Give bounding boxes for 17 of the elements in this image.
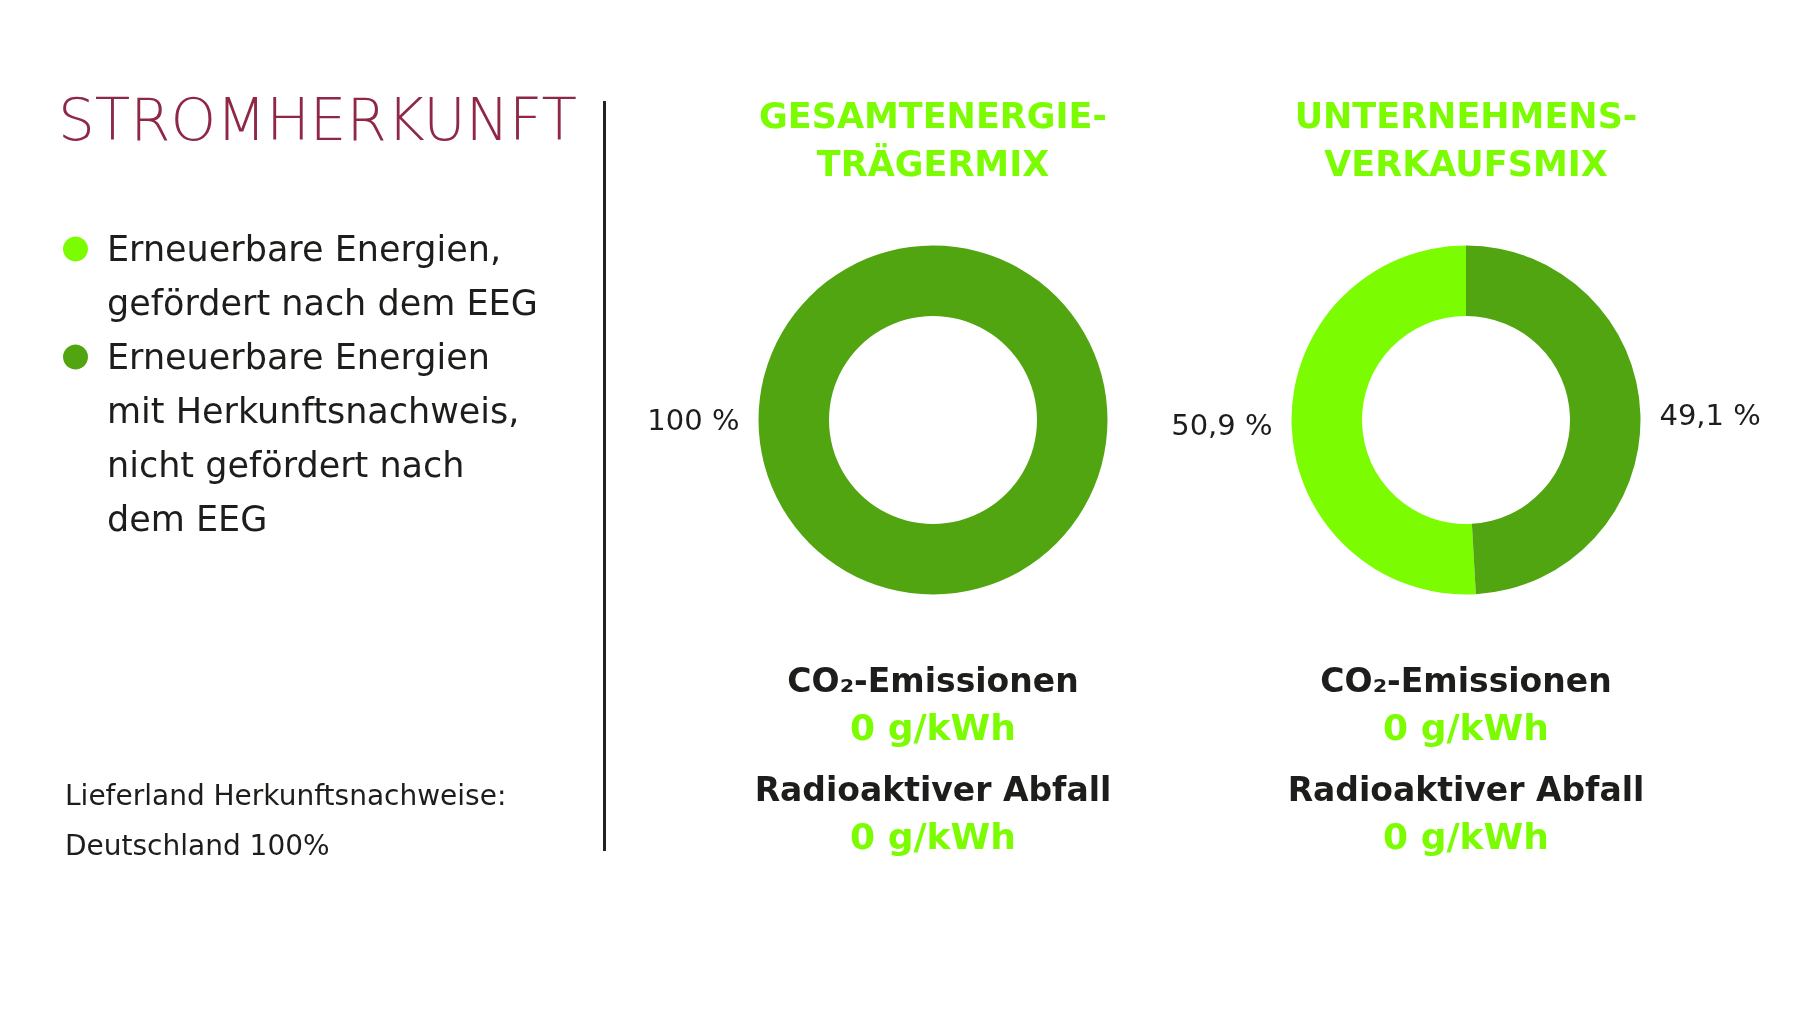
text: Radioaktiver Abfall <box>1287 769 1645 809</box>
text: 0 g/kWh <box>1383 815 1549 857</box>
legend-label: Erneuerbare Energien, gefördert nach dem EEG <box>107 229 538 323</box>
data-label: 100 % <box>647 402 740 437</box>
slice-label: GESAMTENERGIE-TRÄGERMIX <box>759 96 1107 184</box>
slice-label: UNTERNEHMENS-VERKAUFSMIX <box>1294 96 1638 184</box>
data-label: 49,1 % <box>1659 397 1761 432</box>
text: 0 g/kWh <box>850 706 1016 748</box>
chart-title: STROMHERKUNFT <box>58 86 577 154</box>
text: 0 g/kWh <box>850 815 1016 857</box>
text: CO₂-Emissionen <box>787 660 1079 700</box>
text: 0 g/kWh <box>1383 706 1549 748</box>
text: Lieferland Herkunftsnachweise: Deutschland 100% <box>65 778 507 862</box>
text: Radioaktiver Abfall <box>754 769 1112 809</box>
data-label: 50,9 % <box>1171 408 1273 443</box>
text: CO₂-Emissionen <box>1320 660 1612 700</box>
legend-label: Erneuerbare Energien mit Herkunftsnachweis, nicht gefördert nach dem EEG <box>107 337 520 539</box>
